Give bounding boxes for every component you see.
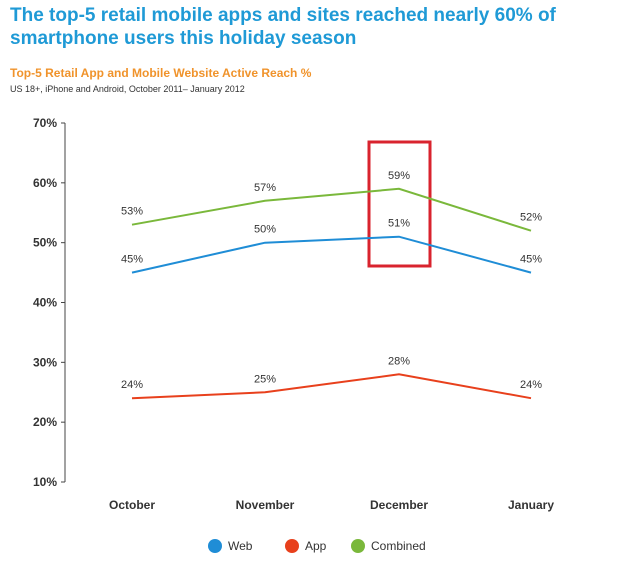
y-tick-label: 20% — [33, 415, 57, 429]
chart-subtitle: Top-5 Retail App and Mobile Website Acti… — [10, 66, 312, 80]
highlight-box — [367, 140, 432, 268]
legend-marker-web — [208, 539, 222, 553]
data-label-web: 50% — [254, 224, 276, 236]
x-tick-label: January — [508, 498, 554, 512]
data-label-combined: 52% — [520, 212, 542, 224]
data-label-app: 25% — [254, 373, 276, 385]
y-tick-label: 50% — [33, 236, 57, 250]
data-label-combined: 57% — [254, 182, 276, 194]
y-tick-label: 60% — [33, 176, 57, 190]
x-tick-label: October — [109, 498, 155, 512]
chart-note: US 18+, iPhone and Android, October 2011… — [10, 84, 245, 94]
data-label-app: 24% — [520, 379, 542, 391]
x-tick-label: November — [236, 498, 295, 512]
y-tick-label: 40% — [33, 296, 57, 310]
legend-label-web: Web — [228, 539, 253, 553]
data-label-web: 45% — [121, 254, 143, 266]
y-tick-label: 70% — [33, 116, 57, 130]
series-line-app — [131, 373, 532, 400]
legend-label-combined: Combined — [371, 539, 426, 553]
data-label-app: 24% — [121, 379, 143, 391]
legend-marker-combined — [351, 539, 365, 553]
data-label-combined: 53% — [121, 206, 143, 218]
legend-marker-app — [285, 539, 299, 553]
y-tick-label: 10% — [33, 475, 57, 489]
chart-headline: The top-5 retail mobile apps and sites r… — [10, 5, 556, 49]
y-tick-label: 30% — [33, 355, 57, 369]
data-label-app: 28% — [388, 355, 410, 367]
series-line-combined — [131, 187, 532, 232]
legend-label-app: App — [305, 539, 327, 553]
data-label-combined: 59% — [388, 170, 410, 182]
series-line-web — [131, 235, 532, 274]
x-tick-label: December — [370, 498, 428, 512]
data-label-web: 45% — [520, 254, 542, 266]
data-label-web: 51% — [388, 218, 410, 230]
